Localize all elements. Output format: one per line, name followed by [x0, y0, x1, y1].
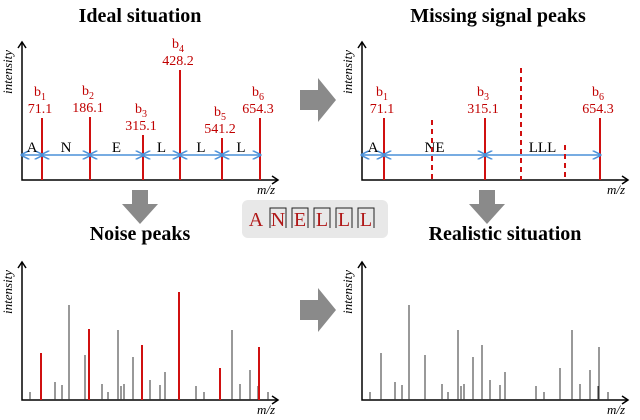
sequence-bracket: [335, 207, 353, 228]
ion-index: 6: [259, 92, 264, 103]
x-axis-label: m/z: [607, 402, 625, 417]
axis-arrow: [357, 40, 630, 185]
ion-index: 5: [221, 112, 226, 123]
segment-label: A: [27, 140, 38, 156]
axes: [21, 262, 278, 401]
panel-title: Realistic situation: [429, 223, 582, 245]
ion-index: 3: [484, 92, 489, 103]
sequence-bracket: [313, 207, 331, 228]
sequence-bracket: [291, 207, 309, 228]
segment-label: NE: [425, 140, 445, 156]
segment-label: LLL: [529, 140, 557, 156]
ion-label: b3: [135, 102, 147, 120]
arrow-down: [469, 190, 505, 224]
ion-letter: b: [135, 102, 142, 117]
sequence-letter: N: [271, 209, 285, 231]
axis-arrow: [17, 260, 280, 405]
panel-title: Ideal situation: [79, 5, 202, 27]
y-axis-label: intensity: [340, 270, 355, 314]
ion-letter: b: [172, 37, 179, 52]
ion-index: 3: [142, 109, 147, 120]
axes: [361, 42, 628, 181]
axes: [21, 42, 278, 181]
axis-arrow: [17, 40, 280, 185]
arrow-down: [122, 190, 158, 224]
mz-label: 541.2: [204, 122, 236, 137]
mz-label: 654.3: [582, 102, 614, 117]
ion-label: b2: [82, 84, 94, 102]
ion-index: 1: [383, 92, 388, 103]
ion-index: 4: [179, 44, 184, 55]
ion-label: b1: [376, 85, 388, 103]
ion-label: b3: [477, 85, 489, 103]
sequence-bracket: [269, 207, 287, 228]
mz-label: 71.1: [28, 102, 53, 117]
ion-index: 6: [599, 92, 604, 103]
mz-label: 315.1: [467, 102, 499, 117]
panel-title: Noise peaks: [90, 223, 191, 245]
segment-label: A: [368, 140, 379, 156]
axis-arrow: [357, 260, 630, 405]
axes: [361, 262, 628, 401]
segment-label: L: [157, 140, 166, 156]
ion-label: b6: [252, 85, 264, 103]
ion-label: b4: [172, 37, 184, 55]
ion-label: b5: [214, 105, 226, 123]
ion-letter: b: [252, 85, 259, 100]
y-axis-label: intensity: [0, 270, 15, 314]
ion-letter: b: [477, 85, 484, 100]
segment-label: L: [236, 140, 245, 156]
x-axis-label: m/z: [607, 182, 625, 197]
ion-letter: b: [214, 105, 221, 120]
x-axis-label: m/z: [257, 402, 275, 417]
ion-index: 2: [89, 91, 94, 102]
sequence-letter: E: [294, 209, 306, 231]
sequence-letter: A: [249, 209, 264, 231]
ion-label: b1: [34, 85, 46, 103]
segment-label: L: [196, 140, 205, 156]
ion-label: b6: [592, 85, 604, 103]
y-axis-label: intensity: [0, 50, 15, 94]
mz-label: 315.1: [125, 119, 157, 134]
sequence-letter: L: [316, 209, 328, 231]
y-axis-label: intensity: [340, 50, 355, 94]
ion-letter: b: [34, 85, 41, 100]
arrow-right: [300, 78, 336, 122]
mz-label: 71.1: [370, 102, 395, 117]
ion-index: 1: [41, 92, 46, 103]
segment-label: E: [112, 140, 121, 156]
mz-label: 428.2: [162, 54, 194, 69]
segment-label: N: [61, 140, 72, 156]
ion-letter: b: [82, 84, 89, 99]
sequence-letter: L: [338, 209, 350, 231]
sequence-bracket: [357, 207, 375, 228]
x-axis-label: m/z: [257, 182, 275, 197]
arrow-right: [300, 288, 336, 332]
ion-letter: b: [376, 85, 383, 100]
mz-label: 654.3: [242, 102, 274, 117]
mz-label: 186.1: [72, 101, 104, 116]
sequence-letter: L: [360, 209, 372, 231]
panel-title: Missing signal peaks: [410, 5, 586, 27]
ion-letter: b: [592, 85, 599, 100]
